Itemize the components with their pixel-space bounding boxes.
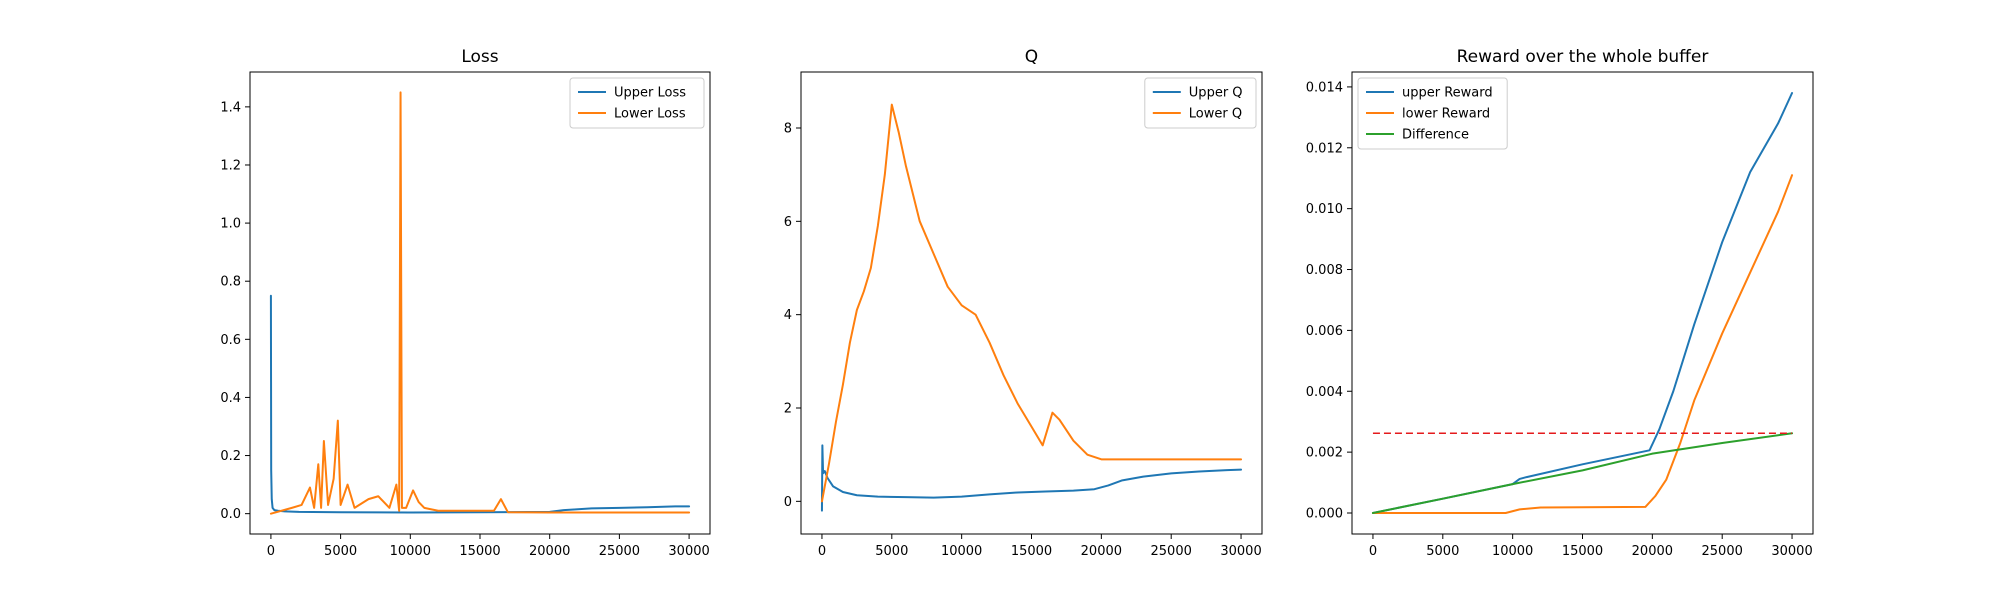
legend-entry: lower Reward [1402,107,1490,122]
x-tick-label: 0 [267,544,275,559]
series-line-upper-q [820,444,1243,512]
y-tick-label: 1.2 [220,158,241,173]
plot-area [1371,92,1794,514]
axes-frame [800,71,1263,535]
x-tick-label: 10000 [941,544,982,559]
legend: Upper Q Lower Q [1144,77,1257,129]
x-tick-label: 0 [1369,544,1377,559]
legend-box [569,77,705,129]
y-tick-label: 6 [784,215,792,230]
x-tick-label: 20000 [1632,544,1673,559]
y-tick-label: 0.4 [220,391,241,406]
x-tick-label: 25000 [1702,544,1743,559]
y-tick-label: 0.8 [220,275,241,290]
series-line-difference [1371,432,1794,514]
x-tick-label: 30000 [668,544,709,559]
legend-entry: Lower Q [1189,107,1242,122]
legend-box [1144,77,1257,129]
y-tick-label: 0.002 [1306,446,1343,461]
x-tick-label: 25000 [1151,544,1192,559]
x-tick-label: 10000 [1492,544,1533,559]
y-tick-label: 0.010 [1306,202,1343,217]
x-tick-label: 20000 [529,544,570,559]
legend-entry: Upper Loss [614,86,686,101]
chart-title: Reward over the whole buffer [1457,47,1709,67]
plot-area [820,103,1243,512]
x-tick-label: 15000 [1562,544,1603,559]
y-tick-label: 0.014 [1306,80,1343,95]
chart-panel-0: Loss 0 5000 10000 15000 20000 25000 30000 0.0 0.2… [220,47,711,559]
chart-panel-1: Q 0 5000 10000 15000 20000 25000 30000 0 2 4 6 8 Uppe… [784,47,1263,559]
y-tick-label: 0.004 [1306,385,1343,400]
y-tick-label: 0.008 [1306,263,1343,278]
chart-title: Q [1025,47,1038,67]
y-tick-label: 0.006 [1306,324,1343,339]
x-tick-label: 30000 [1220,544,1261,559]
x-tick-label: 10000 [390,544,431,559]
x-tick-label: 30000 [1771,544,1812,559]
chart-panel-2: Reward over the whole buffer 0 5000 10000 15… [1306,47,1814,559]
y-tick-label: 1.0 [220,217,241,232]
series-line-lower-q [820,103,1243,503]
y-tick-label: 4 [784,308,792,323]
series-line-lower-reward [1371,174,1794,514]
legend-entry: Lower Loss [614,107,686,122]
y-tick-label: 1.4 [220,100,241,115]
y-tick-label: 2 [784,402,792,417]
y-tick-label: 0.000 [1306,507,1343,522]
x-tick-label: 20000 [1081,544,1122,559]
y-tick-label: 0.0 [220,507,241,522]
y-tick-label: 0.6 [220,333,241,348]
y-tick-label: 0 [784,495,792,510]
y-tick-label: 0.2 [220,449,241,464]
legend-entry: upper Reward [1402,86,1493,101]
x-tick-label: 15000 [1011,544,1052,559]
x-tick-label: 25000 [599,544,640,559]
y-tick-label: 8 [784,122,792,137]
x-tick-label: 0 [818,544,826,559]
axes-frame [1351,71,1814,535]
x-tick-label: 5000 [324,544,357,559]
x-tick-label: 5000 [875,544,908,559]
chart-title: Loss [461,47,498,67]
plot-area [269,91,691,515]
series-line-upper-reward [1371,92,1794,514]
legend: upper Reward lower Reward Difference [1357,77,1508,150]
legend: Upper Loss Lower Loss [569,77,705,129]
x-tick-label: 15000 [459,544,500,559]
series-line-upper-loss [269,294,691,514]
axes-frame [249,71,711,535]
x-tick-label: 5000 [1426,544,1459,559]
legend-box [1357,77,1508,150]
series-line-lower-loss [269,91,691,515]
y-tick-label: 0.012 [1306,141,1343,156]
legend-entry: Upper Q [1189,86,1243,101]
legend-entry: Difference [1402,128,1469,143]
